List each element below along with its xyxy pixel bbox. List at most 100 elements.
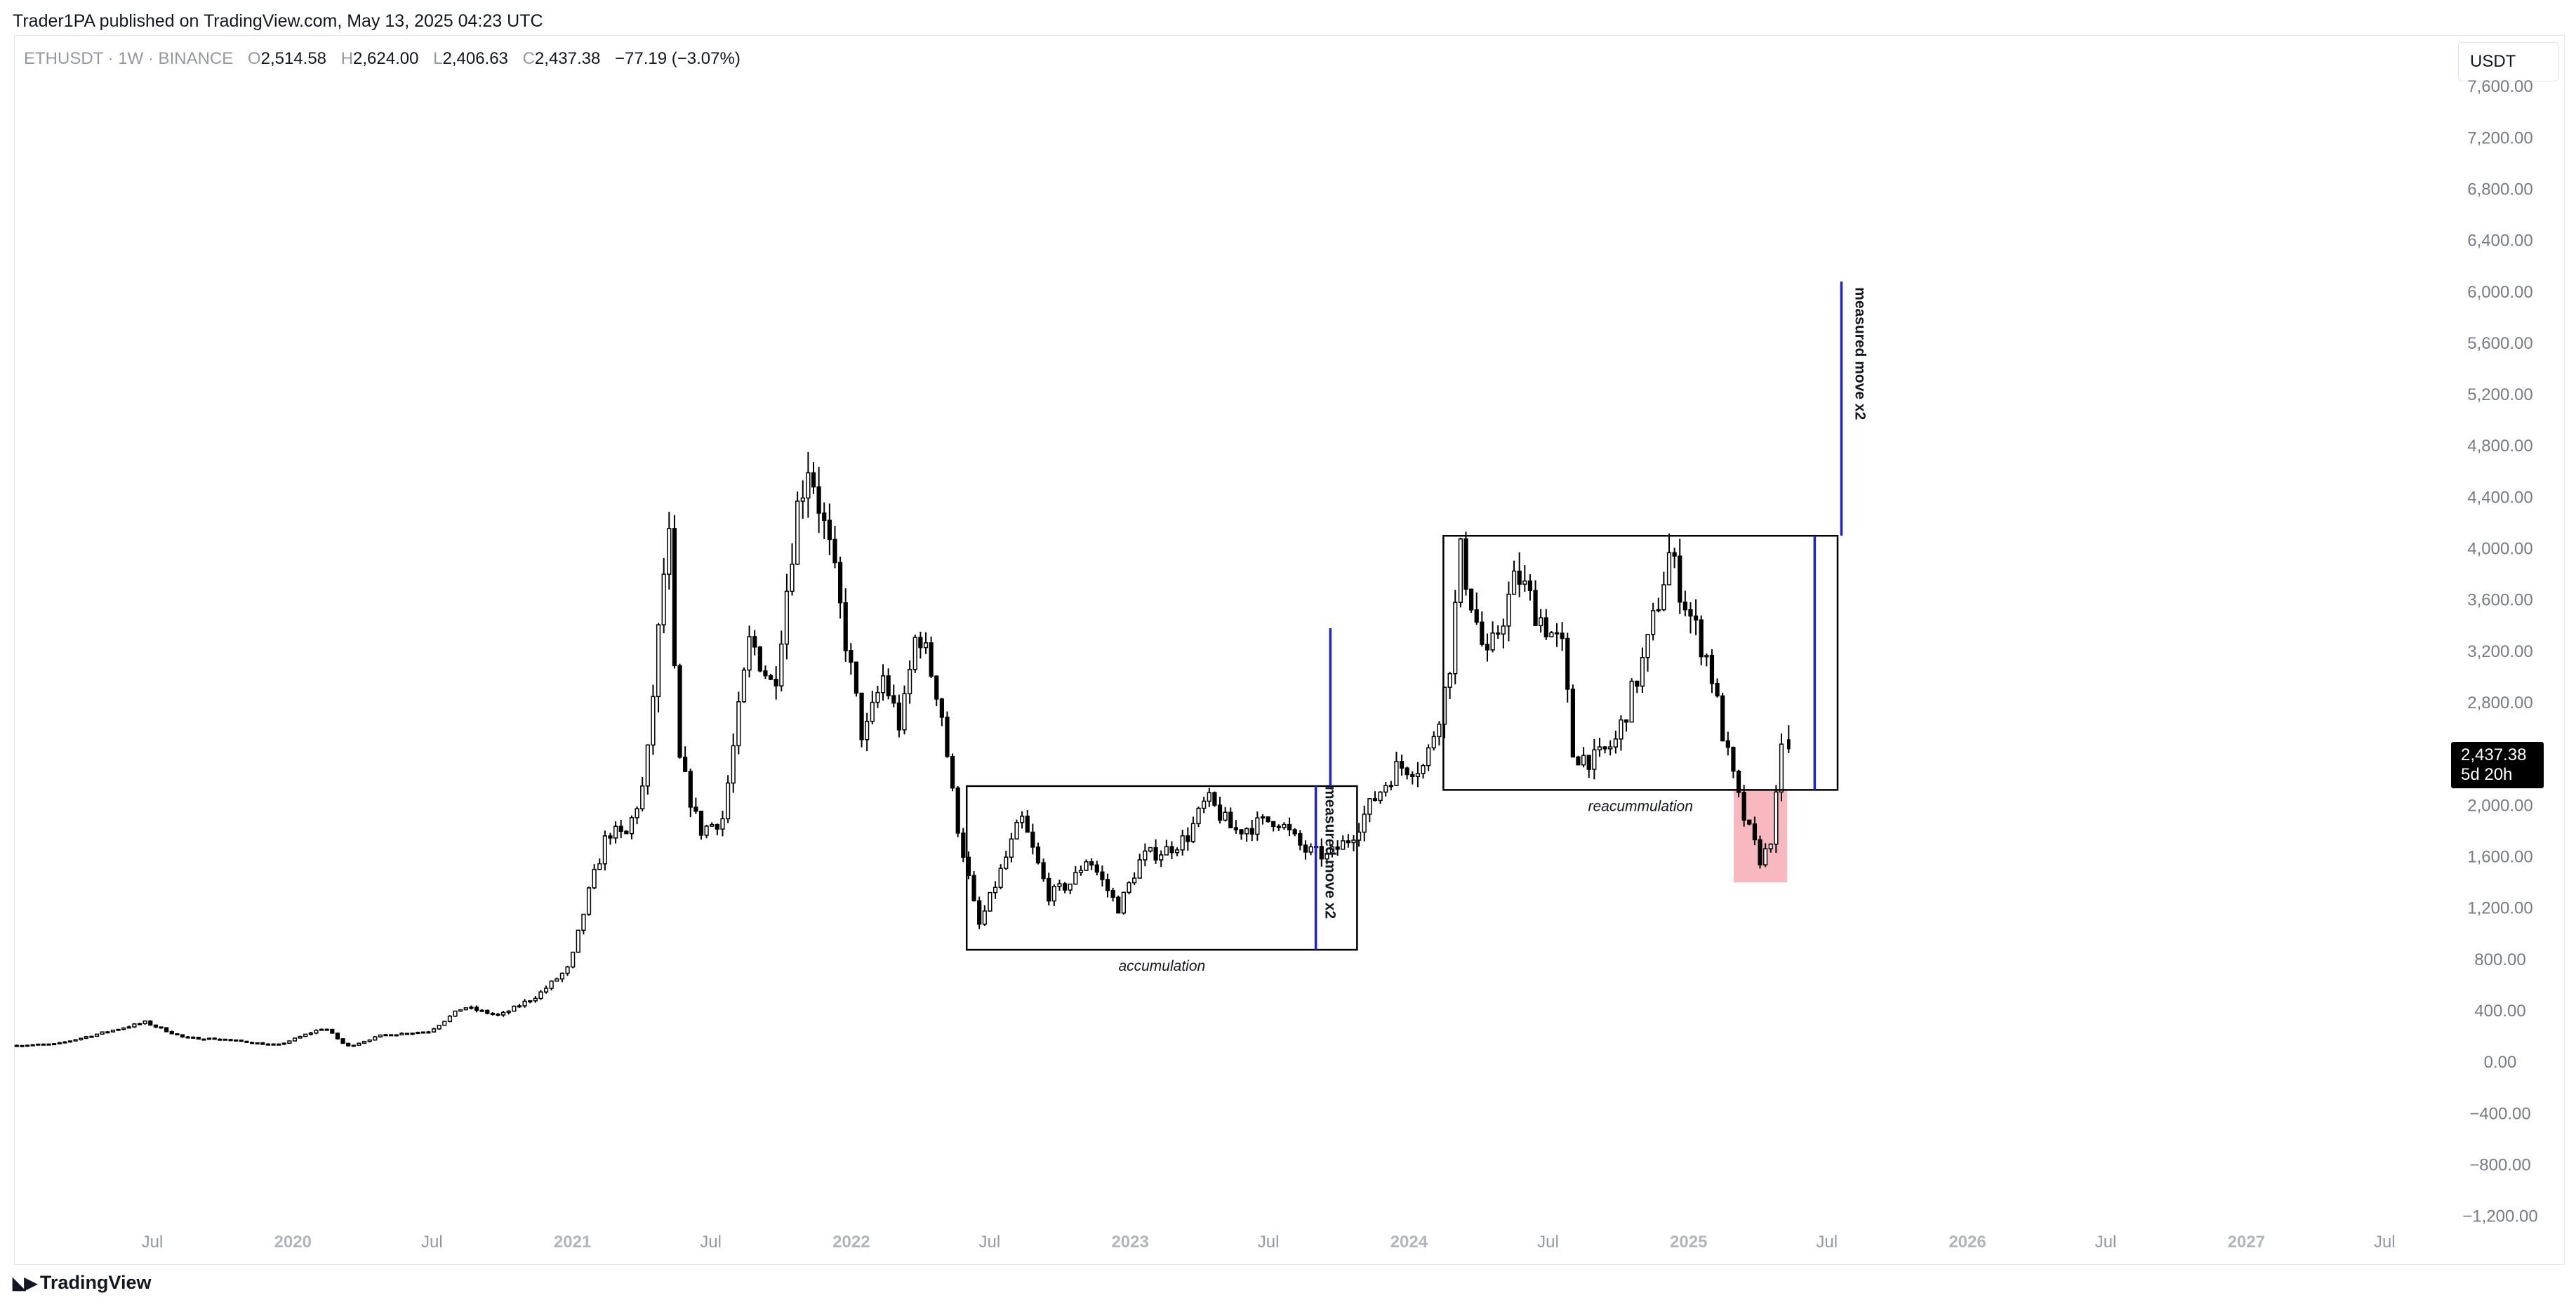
x-tick-label: Jul <box>1537 1233 1559 1252</box>
candle <box>1651 602 1656 641</box>
x-tick-label: Jul <box>979 1233 1001 1252</box>
candle <box>998 864 1003 889</box>
candle <box>79 1037 84 1041</box>
candle <box>324 1028 329 1031</box>
candle <box>20 1044 25 1047</box>
candle <box>837 557 843 619</box>
candle <box>571 951 576 969</box>
low-key: L <box>433 49 443 68</box>
candle <box>1736 769 1741 797</box>
candle <box>185 1036 190 1039</box>
candle <box>918 631 923 659</box>
candle <box>1164 840 1169 856</box>
candle <box>506 1010 511 1015</box>
x-tick-label: Jul <box>700 1233 722 1252</box>
candle <box>1062 882 1068 894</box>
candle <box>116 1028 121 1031</box>
candle <box>1047 873 1051 905</box>
candle <box>1586 755 1591 778</box>
candle <box>303 1033 308 1037</box>
x-axis[interactable]: Jul 2020 Jul 2021 Jul 2022 Jul 2023 Jul 2024 Jul 20… <box>142 1233 2396 1252</box>
candle <box>849 643 854 675</box>
candle <box>249 1042 255 1044</box>
candle <box>1768 843 1773 853</box>
y-tick-label: 7,600.00 <box>2467 77 2532 96</box>
candle <box>635 806 639 825</box>
candle <box>677 663 682 759</box>
candle <box>608 832 613 845</box>
candle <box>1522 565 1527 592</box>
candle <box>661 557 666 634</box>
candle <box>1186 827 1190 851</box>
candle <box>416 1031 420 1035</box>
measured-move-label: measured move x2 <box>1852 287 1868 420</box>
candle <box>1624 719 1629 732</box>
last-candle[interactable] <box>1786 725 1791 753</box>
candle <box>1539 609 1543 633</box>
candle <box>565 965 570 976</box>
y-axis[interactable]: 7,600.00 7,200.00 6,800.00 6,400.00 6,000.00… <box>2462 77 2537 1226</box>
candle <box>720 811 725 837</box>
candle <box>624 830 629 835</box>
y-tick-label: 2,000.00 <box>2467 796 2532 815</box>
candle <box>651 684 656 755</box>
candle <box>971 871 976 902</box>
candle <box>1030 823 1035 855</box>
candle <box>1554 623 1560 647</box>
candle <box>420 1031 425 1034</box>
candle <box>404 1033 410 1035</box>
candle <box>896 694 902 738</box>
candle <box>1174 847 1180 856</box>
open-value: 2,514.58 <box>260 49 327 68</box>
candle <box>1731 746 1736 778</box>
candle <box>1372 791 1378 802</box>
candle <box>30 1044 35 1047</box>
x-tick-label: 2023 <box>1111 1233 1148 1252</box>
accumulation-label: accumulation <box>1118 958 1205 974</box>
candle <box>912 635 917 673</box>
candle <box>1410 771 1415 785</box>
x-tick-label: Jul <box>142 1233 164 1252</box>
candle <box>1527 574 1533 601</box>
candle <box>522 999 527 1008</box>
candle <box>597 858 602 870</box>
currency-unit-button[interactable]: USDT <box>2458 42 2559 81</box>
candle <box>859 692 864 748</box>
y-tick-label: −1,200.00 <box>2462 1207 2537 1226</box>
reacummulation-box[interactable] <box>1442 535 1839 791</box>
candle <box>1132 872 1137 885</box>
candle <box>1148 847 1153 853</box>
candle <box>795 491 800 565</box>
candle <box>1415 762 1421 788</box>
y-tick-label: 4,800.00 <box>2467 437 2532 456</box>
candle <box>1324 848 1329 865</box>
candle <box>330 1028 335 1034</box>
open-key: O <box>247 49 261 68</box>
candle <box>335 1033 340 1040</box>
candle <box>1758 835 1762 869</box>
candle <box>1223 807 1228 822</box>
candle <box>688 769 693 818</box>
candle <box>790 543 795 596</box>
candle <box>292 1037 298 1042</box>
annotation-layer: accumulation reacummulation measured move … <box>965 281 1868 974</box>
tradingview-brand[interactable]: ◣▶ TradingView <box>13 1272 151 1294</box>
candle <box>1004 851 1009 870</box>
candle <box>223 1038 228 1041</box>
candle <box>1501 618 1506 649</box>
candle <box>945 711 950 758</box>
candle <box>1474 592 1479 625</box>
candle <box>153 1024 159 1028</box>
candle <box>277 1043 281 1046</box>
candle <box>1276 824 1281 831</box>
candle <box>1533 580 1538 627</box>
y-tick-label: 1,200.00 <box>2467 899 2532 918</box>
candle <box>741 667 747 703</box>
candle <box>244 1040 249 1043</box>
accumulation-box[interactable] <box>965 785 1358 951</box>
candle <box>1105 873 1110 898</box>
candle <box>1661 571 1666 611</box>
symbol-name[interactable]: ETHUSDT · 1W · BINANCE <box>24 49 234 68</box>
candle <box>816 467 821 533</box>
